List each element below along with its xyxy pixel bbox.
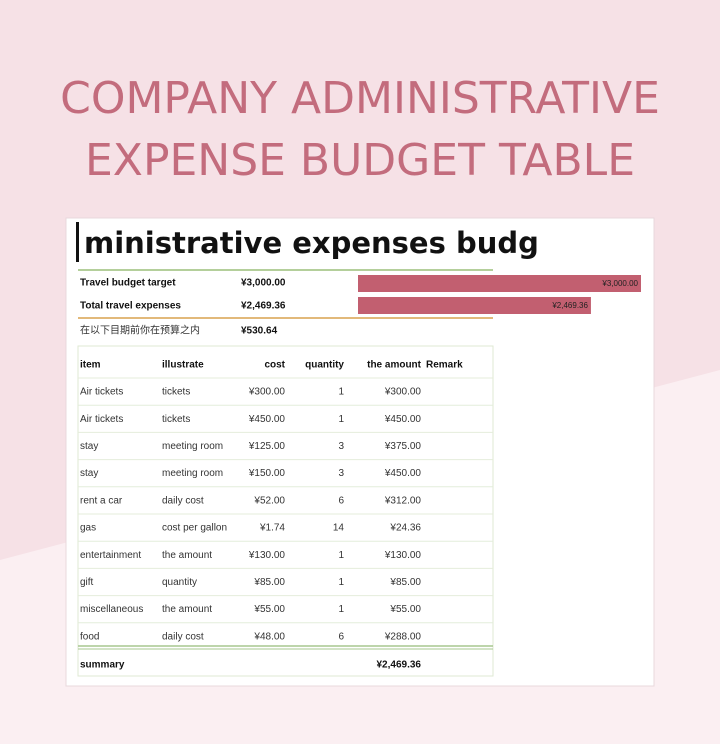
- cell: entertainment: [80, 550, 141, 561]
- cell: the amount: [162, 550, 212, 561]
- cell: stay: [80, 468, 98, 479]
- cell: ¥312.00: [384, 495, 422, 506]
- sheet-card: [65, 217, 655, 687]
- cell: gas: [80, 523, 96, 534]
- column-header: item: [80, 360, 101, 371]
- cell: miscellaneous: [80, 604, 143, 615]
- cell: ¥85.00: [389, 577, 421, 588]
- summary-amount: ¥530.64: [241, 326, 278, 337]
- cell: ¥450.00: [384, 468, 422, 479]
- cell: 3: [338, 441, 344, 452]
- clipped-glyph: [76, 222, 79, 262]
- cell: ¥375.00: [384, 441, 422, 452]
- summary-amount: ¥2,469.36: [377, 660, 422, 671]
- cell: 1: [338, 387, 344, 398]
- bar-label: ¥2,469.36: [551, 301, 588, 310]
- cell: ¥52.00: [253, 495, 285, 506]
- cell: Air tickets: [80, 414, 123, 425]
- summary-label: Travel budget target: [80, 278, 176, 289]
- cell: 1: [338, 577, 344, 588]
- cell: 14: [333, 523, 345, 534]
- cell: cost per gallon: [162, 523, 227, 534]
- cell: ¥450.00: [384, 414, 422, 425]
- column-header: quantity: [305, 360, 344, 371]
- column-header: cost: [264, 360, 285, 371]
- cell: ¥288.00: [384, 631, 422, 642]
- budget-bar: [358, 297, 591, 314]
- cell: the amount: [162, 604, 212, 615]
- cell: tickets: [162, 414, 190, 425]
- summary-amount: ¥2,469.36: [241, 301, 286, 312]
- summary-label: summary: [80, 660, 125, 671]
- budget-bar: [358, 275, 641, 292]
- cell: gift: [80, 577, 94, 588]
- bar-label: ¥3,000.00: [601, 279, 638, 288]
- cell: ¥300.00: [384, 387, 422, 398]
- cell: daily cost: [162, 495, 204, 506]
- cell: ¥1.74: [259, 523, 285, 534]
- table-frame: [77, 345, 494, 677]
- cell: daily cost: [162, 631, 204, 642]
- cell: stay: [80, 441, 98, 452]
- cell: food: [80, 631, 99, 642]
- cell: ¥130.00: [248, 550, 286, 561]
- cell: ¥125.00: [248, 441, 286, 452]
- summary-label: 在以下目期前你在预算之内: [80, 324, 200, 337]
- cell: ¥130.00: [384, 550, 422, 561]
- cell: ¥450.00: [248, 414, 286, 425]
- cell: ¥300.00: [248, 387, 286, 398]
- cell: 1: [338, 604, 344, 615]
- cell: quantity: [162, 577, 197, 588]
- summary-amount: ¥3,000.00: [241, 278, 286, 289]
- page-title: COMPANY ADMINISTRATIVE: [60, 73, 660, 124]
- cell: ¥55.00: [253, 604, 285, 615]
- page-title: EXPENSE BUDGET TABLE: [85, 135, 635, 186]
- column-header: Remark: [426, 360, 463, 371]
- sheet-content: Travel budget target ¥3,000.00 Total trave…: [77, 275, 641, 677]
- cell: ¥55.00: [389, 604, 421, 615]
- cell: ¥85.00: [253, 577, 285, 588]
- column-header: the amount: [367, 360, 422, 371]
- summary-label: Total travel expenses: [80, 301, 181, 312]
- cell: 6: [338, 631, 344, 642]
- cell: 3: [338, 468, 344, 479]
- cell: rent a car: [80, 495, 123, 506]
- cell: ¥48.00: [253, 631, 285, 642]
- cell: Air tickets: [80, 387, 123, 398]
- cell: ¥150.00: [248, 468, 286, 479]
- column-header: illustrate: [162, 360, 204, 371]
- cell: 1: [338, 550, 344, 561]
- cell: ¥24.36: [389, 523, 421, 534]
- cell: tickets: [162, 387, 190, 398]
- cell: meeting room: [162, 441, 223, 452]
- sheet-title: ministrative expenses budg: [84, 226, 539, 260]
- cell: 6: [338, 495, 344, 506]
- cell: meeting room: [162, 468, 223, 479]
- cell: 1: [338, 414, 344, 425]
